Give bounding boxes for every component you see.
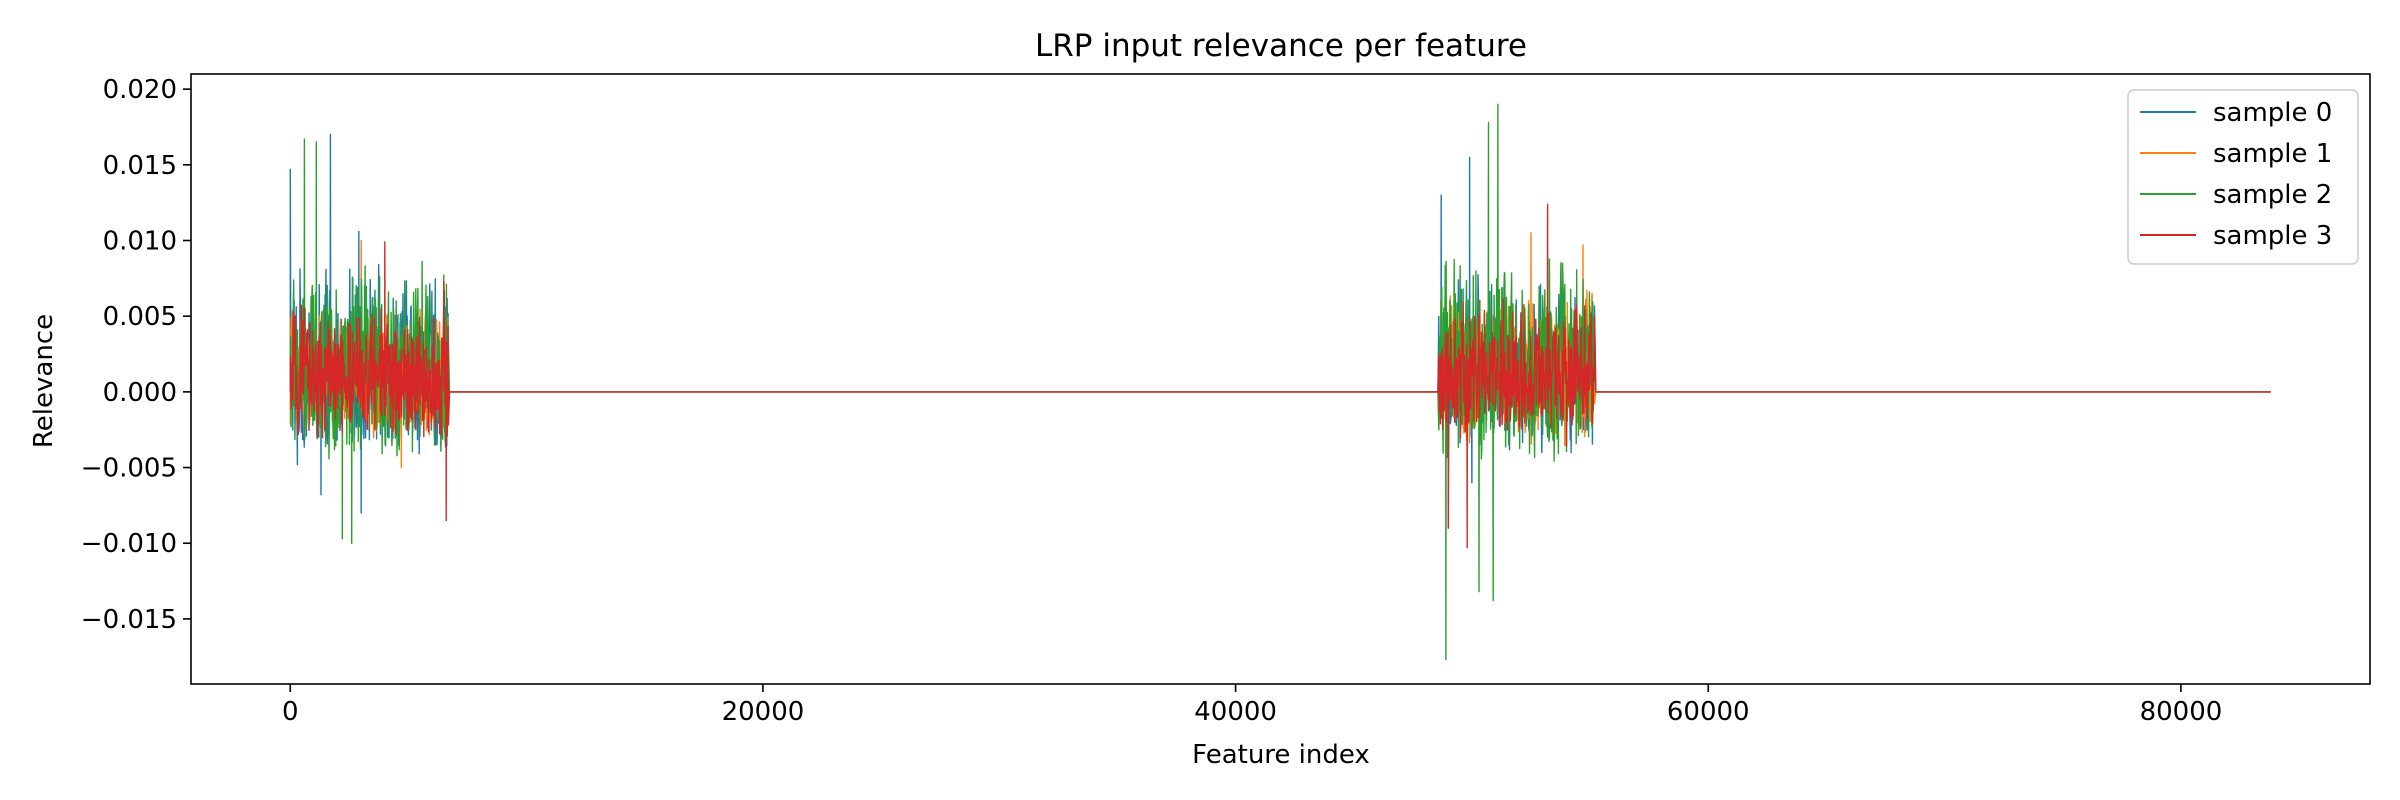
legend-box [2127, 89, 2359, 265]
y-axis-label: Relevance [29, 314, 59, 448]
y-tick-label: 0.015 [103, 151, 177, 181]
y-tick-label: 0.020 [103, 75, 177, 105]
x-tick-label: 60000 [1667, 697, 1750, 727]
x-tick-label: 80000 [2140, 697, 2223, 727]
plot-area [190, 73, 2371, 685]
legend: sample 0 sample 1 sample 2 sample 3 [2127, 89, 2359, 265]
x-axis-ticks: 0 20000 40000 60000 80000 [282, 684, 2222, 727]
y-tick-label: −0.005 [81, 454, 177, 484]
legend-entry: sample 3 [2213, 221, 2332, 251]
x-tick-label: 0 [282, 697, 299, 727]
series-layer [289, 103, 2271, 661]
x-tick-label: 40000 [1194, 697, 1277, 727]
y-tick-label: 0.000 [103, 378, 177, 408]
y-tick-label: −0.010 [81, 529, 177, 559]
legend-entry: sample 0 [2213, 98, 2332, 128]
legend-entry: sample 1 [2213, 139, 2332, 169]
y-tick-label: 0.010 [103, 227, 177, 257]
x-axis-label: Feature index [1192, 740, 1370, 770]
chart-title: LRP input relevance per feature [1035, 28, 1527, 64]
y-tick-label: 0.005 [103, 302, 177, 332]
x-tick-label: 20000 [722, 697, 805, 727]
y-tick-label: −0.015 [81, 605, 177, 635]
legend-entry: sample 2 [2213, 180, 2332, 210]
series-line [289, 203, 2271, 549]
axes-frame [190, 73, 2371, 685]
y-axis-ticks: −0.015 −0.010 −0.005 0.000 0.005 0.010 0.015 0.… [81, 75, 191, 635]
